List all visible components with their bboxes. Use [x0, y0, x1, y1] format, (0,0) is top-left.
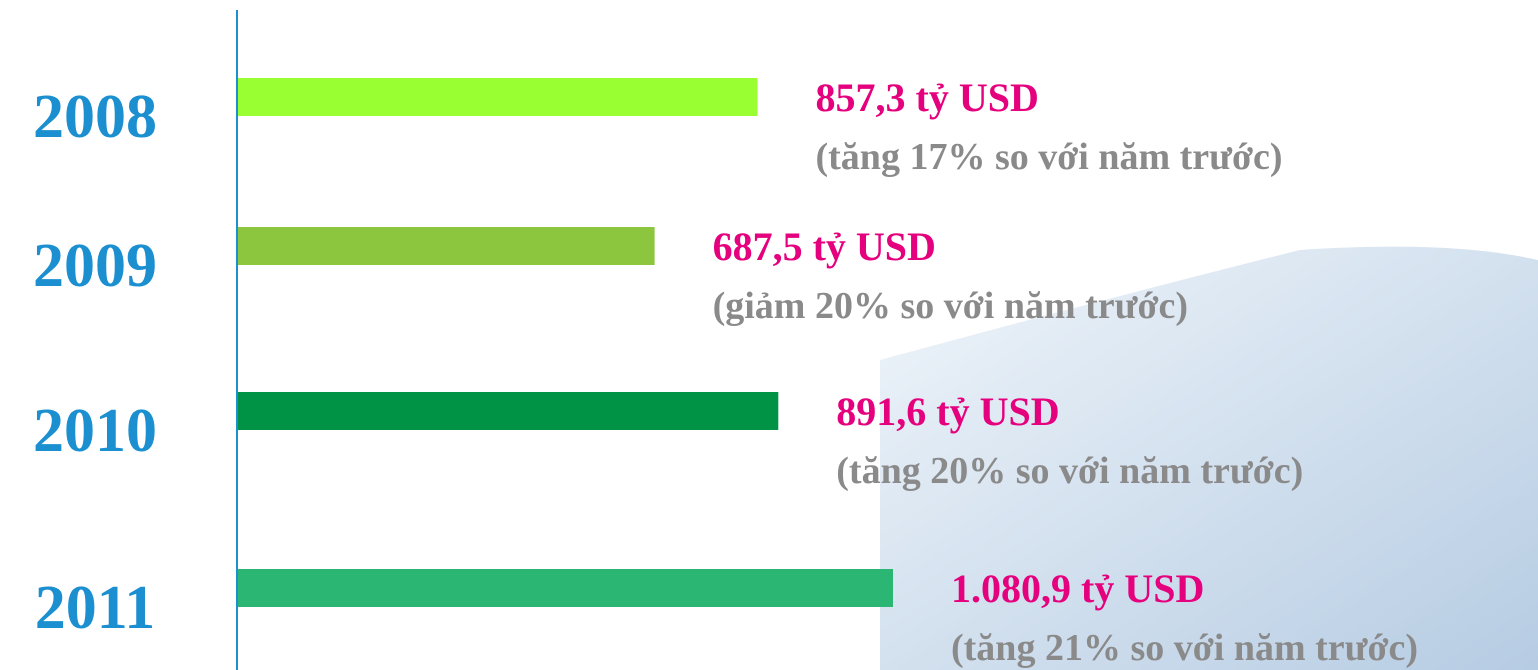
annotation: (tăng 17% so với năm trước): [816, 136, 1283, 178]
bar: [238, 227, 655, 265]
value-label: 857,3 tỷ USD: [816, 75, 1039, 120]
bar: [238, 78, 758, 116]
category-label: 2011: [35, 574, 156, 642]
annotation: (tăng 20% so với năm trước): [836, 450, 1303, 492]
category-label: 2010: [33, 397, 157, 465]
bar: [238, 392, 779, 430]
value-label: 891,6 tỷ USD: [836, 389, 1059, 434]
plot: 2008 857,3 tỷ USD (tăng 17% so với năm trư…: [33, 75, 1418, 669]
category-label: 2008: [33, 83, 157, 151]
value-label: 687,5 tỷ USD: [713, 224, 936, 269]
bar: [238, 569, 893, 607]
map-background: [880, 246, 1538, 670]
annotation: (tăng 21% so với năm trước): [951, 627, 1418, 669]
annotation: (giảm 20% so với năm trước): [713, 285, 1188, 327]
value-label: 1.080,9 tỷ USD: [951, 566, 1204, 611]
category-label: 2009: [33, 232, 157, 300]
